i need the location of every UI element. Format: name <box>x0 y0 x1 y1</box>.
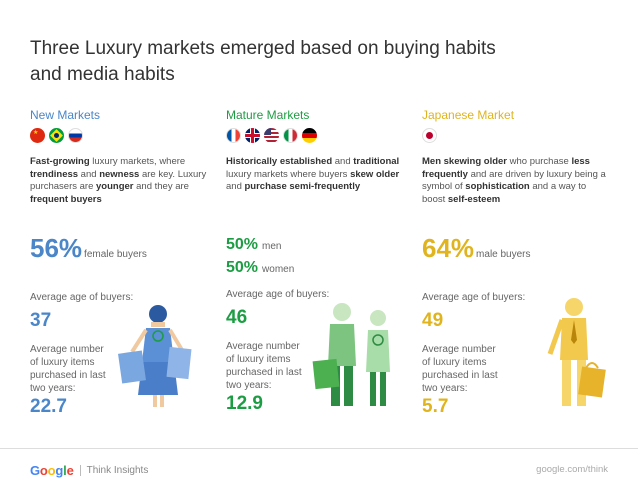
items-value: 22.7 <box>30 396 67 417</box>
footer-separator <box>79 465 81 476</box>
businessman-shopper-illustration <box>547 298 606 406</box>
gender-stat-label: women <box>262 264 295 275</box>
page-title: Three Luxury markets emerged based on bu… <box>30 38 496 85</box>
column-mature-markets: Mature Markets Historically established … <box>226 108 411 416</box>
market-description: Fast-growing luxury markets, where trend… <box>30 156 207 205</box>
items-label: Average number of luxury items purchased… <box>30 344 106 394</box>
flag-row: ★ <box>30 128 215 146</box>
age-label: Average age of buyers: <box>422 292 526 303</box>
age-value: 46 <box>226 307 248 328</box>
woman-shopper-illustration <box>118 305 192 407</box>
gender-stat: 64% male buyers <box>422 234 607 269</box>
column-heading: New Markets <box>30 108 101 122</box>
gender-stat: 56% female buyers <box>30 234 215 269</box>
column-heading: Japanese Market <box>422 108 515 122</box>
gender-stat-men: 50% men <box>226 234 411 257</box>
items-label: Average number of luxury items purchased… <box>422 344 498 394</box>
items-value: 5.7 <box>422 396 449 417</box>
column-heading: Mature Markets <box>226 108 310 122</box>
usa-flag-icon <box>264 128 279 143</box>
france-flag-icon <box>226 128 241 143</box>
footer-product: Think Insights <box>86 465 149 476</box>
gender-stat-women: 50% women <box>226 257 411 280</box>
market-description: Historically established and traditional… <box>226 156 400 192</box>
google-logo: Google <box>30 463 74 478</box>
footer-brand: Google Think Insights <box>30 463 148 478</box>
gender-stat-label: male buyers <box>476 249 531 260</box>
age-label: Average age of buyers: <box>226 289 330 300</box>
flag-row <box>422 128 607 146</box>
germany-flag-icon <box>302 128 317 143</box>
column-japanese-market: Japanese Market Men skewing older who pu… <box>422 108 607 419</box>
gender-stat-value: 64% <box>422 233 475 263</box>
market-description: Men skewing older who purchase less freq… <box>422 156 606 205</box>
items-value: 12.9 <box>226 393 263 414</box>
japan-flag-icon <box>422 128 437 143</box>
italy-flag-icon <box>283 128 298 143</box>
couple-shopper-illustration <box>312 303 390 406</box>
russia-flag-icon <box>68 128 83 143</box>
items-label: Average number of luxury items purchased… <box>226 341 302 391</box>
gender-stat-value: 50% <box>226 259 259 276</box>
brazil-flag-icon <box>49 128 64 143</box>
column-new-markets: New Markets ★ Fast-growing luxury market… <box>30 108 215 419</box>
age-label: Average age of buyers: <box>30 292 134 303</box>
gender-stat-value: 56% <box>30 233 83 263</box>
china-flag-icon: ★ <box>30 128 45 143</box>
age-value: 49 <box>422 310 444 331</box>
gender-stat-label: men <box>262 241 282 252</box>
age-value: 37 <box>30 310 52 331</box>
uk-flag-icon <box>245 128 260 143</box>
footer-url[interactable]: google.com/think <box>536 464 608 475</box>
gender-stat-label: female buyers <box>84 249 147 260</box>
footer-divider <box>0 448 638 449</box>
flag-row <box>226 128 411 146</box>
gender-stat-value: 50% <box>226 236 259 253</box>
